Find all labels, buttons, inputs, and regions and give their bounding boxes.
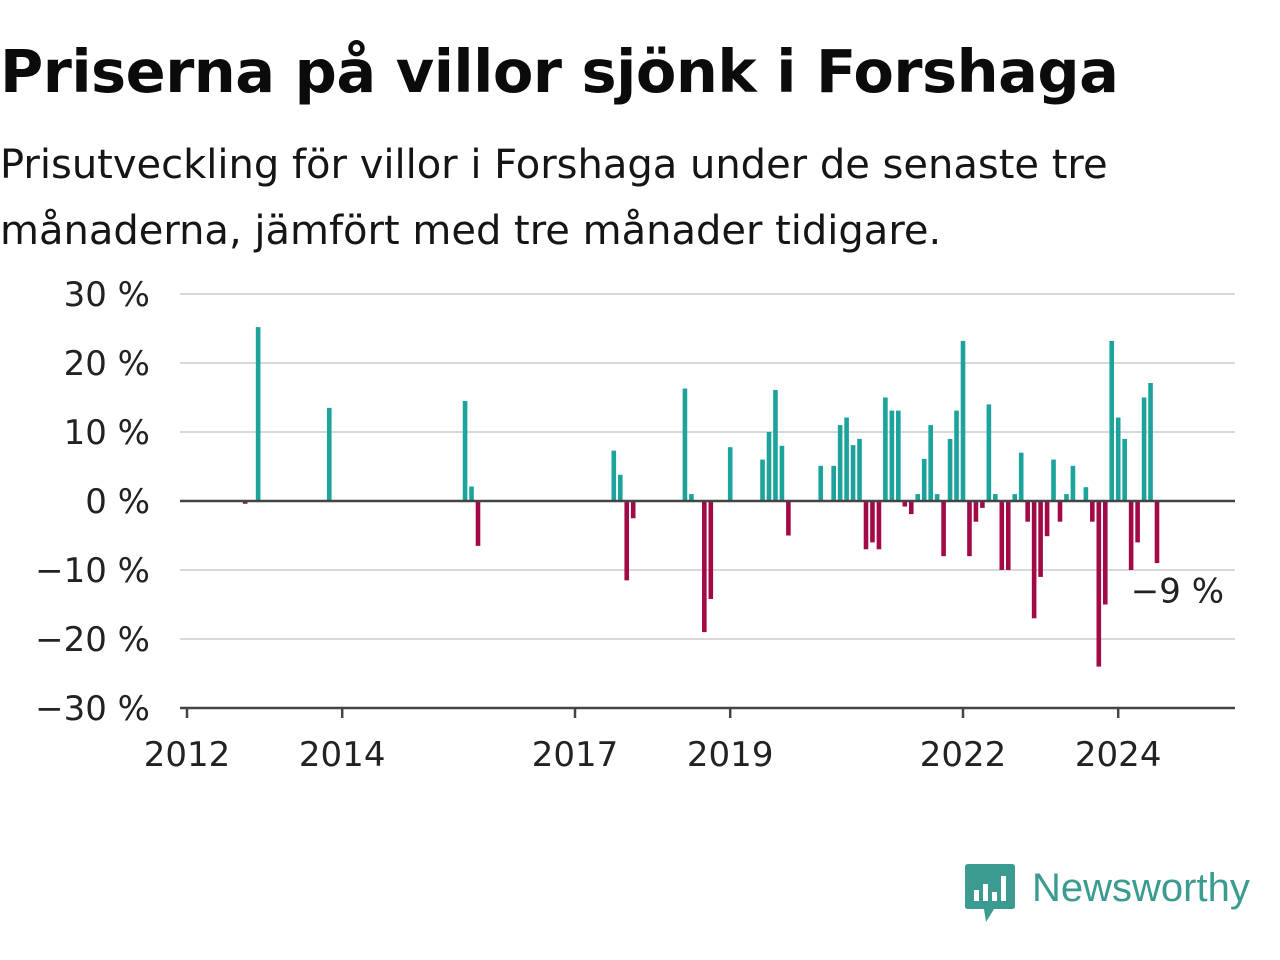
bars — [242, 327, 1160, 667]
bar — [902, 501, 908, 507]
bar — [462, 400, 468, 501]
bar — [708, 501, 714, 599]
x-tick-label: 2017 — [532, 735, 619, 775]
bar — [954, 410, 959, 501]
bar — [908, 501, 914, 515]
bar — [1090, 501, 1095, 522]
bar — [242, 501, 248, 504]
newsworthy-logo-icon — [965, 864, 1015, 922]
x-tick-label: 2022 — [920, 735, 1007, 775]
bar — [727, 447, 733, 501]
bar — [255, 327, 261, 501]
bar — [973, 501, 979, 522]
bar — [960, 340, 966, 501]
y-tick-label: −10 % — [35, 551, 150, 591]
bar — [818, 465, 824, 501]
bar — [779, 445, 785, 501]
bar — [702, 501, 707, 633]
chart-title: Priserna på villor sjönk i Forshaga — [0, 37, 1119, 106]
bar — [786, 501, 791, 536]
bar — [993, 494, 998, 501]
brand-name: Newsworthy — [1032, 866, 1250, 910]
bar — [980, 501, 985, 508]
bar — [1154, 501, 1160, 564]
bar — [1051, 459, 1056, 501]
gridlines — [180, 293, 1235, 640]
y-tick-label: −30 % — [35, 689, 150, 729]
bar — [1057, 501, 1063, 522]
bar — [837, 425, 843, 501]
bar — [611, 450, 617, 501]
bar — [1070, 465, 1076, 501]
bar — [1096, 501, 1102, 667]
value-annotation: −9 % — [1131, 572, 1224, 612]
chart-subtitle: Prisutveckling för villor i Forshaga und… — [0, 142, 1108, 254]
bar — [760, 459, 765, 501]
x-tick-label: 2012 — [144, 735, 231, 775]
bar — [870, 501, 875, 543]
bar — [1005, 501, 1011, 570]
bar — [999, 501, 1005, 570]
axes — [180, 499, 1235, 718]
bar — [947, 438, 953, 501]
bar — [1018, 452, 1024, 501]
bar — [1025, 501, 1030, 522]
bar — [682, 388, 688, 501]
bar — [1128, 501, 1134, 570]
bar — [1109, 340, 1115, 501]
bar — [617, 474, 623, 501]
bar — [1102, 501, 1108, 605]
bar — [630, 501, 636, 519]
bar — [1038, 501, 1043, 577]
bar — [844, 417, 849, 501]
bar — [967, 501, 972, 557]
bar — [915, 494, 921, 501]
bar — [863, 501, 869, 550]
bar — [857, 438, 862, 501]
bar — [1044, 501, 1050, 537]
bar — [1148, 383, 1153, 501]
bar — [941, 501, 946, 557]
bar — [773, 389, 778, 501]
bar — [1083, 487, 1089, 501]
bar — [921, 458, 927, 501]
x-tick-label: 2019 — [687, 735, 774, 775]
bar — [326, 407, 332, 501]
bar — [876, 501, 882, 550]
y-tick-label: 10 % — [64, 413, 150, 453]
bar — [928, 425, 933, 501]
bar — [850, 445, 856, 501]
bar — [624, 501, 630, 581]
bar — [934, 494, 940, 501]
bar — [896, 410, 901, 501]
y-tick-label: 0 % — [85, 482, 150, 522]
y-tick-label: 20 % — [64, 344, 150, 384]
bar — [1064, 494, 1069, 501]
x-tick-label: 2024 — [1075, 735, 1162, 775]
bar — [883, 397, 888, 501]
bar — [986, 404, 992, 501]
bar — [1031, 501, 1037, 619]
bar — [1012, 494, 1018, 501]
bar — [889, 410, 895, 501]
bar — [475, 501, 481, 546]
y-tick-label: −20 % — [35, 620, 150, 660]
y-tick-label: 30 % — [64, 275, 150, 315]
bar — [1115, 417, 1121, 501]
bar-chart: 30 % 20 % 10 % 0 % −10 % −20 % −30 % 2012 2014 20… — [35, 275, 1235, 775]
tick-labels: 30 % 20 % 10 % 0 % −10 % −20 % −30 % 2012 2014 20… — [35, 275, 1224, 775]
bar — [689, 494, 694, 501]
bar — [469, 486, 474, 501]
bar — [1135, 501, 1140, 543]
x-tick-label: 2014 — [299, 735, 386, 775]
bar — [831, 465, 836, 501]
bar — [1122, 438, 1127, 501]
bar — [1141, 397, 1147, 501]
bar — [766, 432, 772, 501]
